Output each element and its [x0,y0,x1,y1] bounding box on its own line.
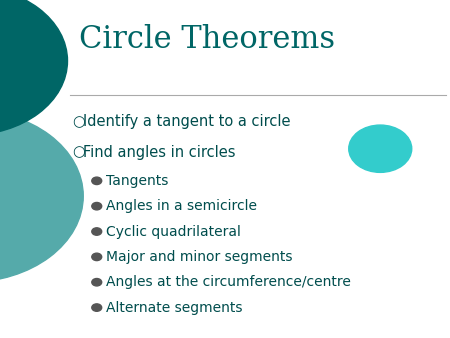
Text: ○: ○ [72,145,85,160]
Text: Cyclic quadrilateral: Cyclic quadrilateral [106,224,241,239]
Text: Major and minor segments: Major and minor segments [106,250,292,264]
Circle shape [92,304,102,311]
Text: Angles in a semicircle: Angles in a semicircle [106,199,257,213]
Text: Circle Theorems: Circle Theorems [79,24,335,55]
Circle shape [92,279,102,286]
Text: Angles at the circumference/centre: Angles at the circumference/centre [106,275,351,289]
Circle shape [0,110,83,282]
Text: Find angles in circles: Find angles in circles [83,145,236,160]
Circle shape [0,0,68,135]
Circle shape [349,125,412,172]
Text: Tangents: Tangents [106,174,168,188]
Circle shape [92,177,102,185]
Circle shape [92,228,102,235]
Text: ○: ○ [72,114,85,129]
Circle shape [92,253,102,261]
Circle shape [92,202,102,210]
Text: Identify a tangent to a circle: Identify a tangent to a circle [83,114,291,129]
Text: Alternate segments: Alternate segments [106,300,242,315]
